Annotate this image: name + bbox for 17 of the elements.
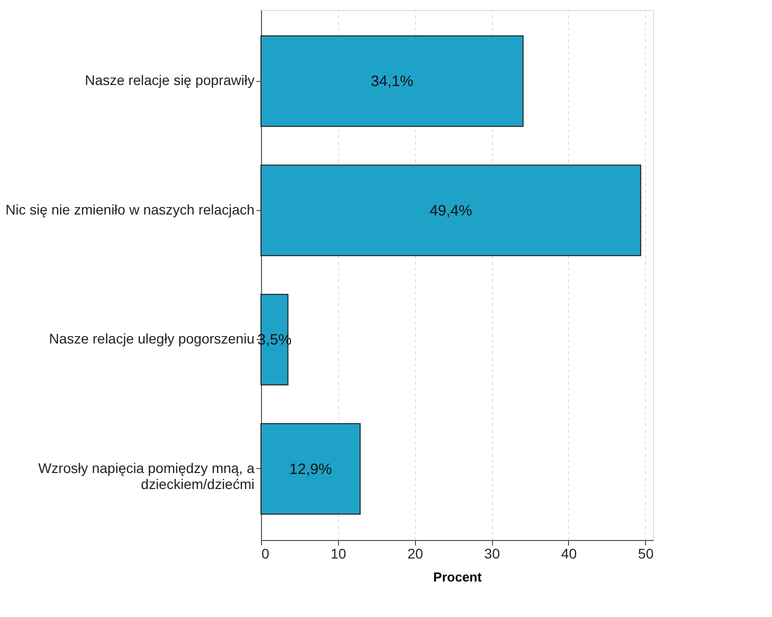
bar (260, 423, 361, 515)
y-tick-label: Wzrosły napięcia pomiędzy mną, a dzieckiem/dziećmi (38, 460, 255, 492)
data-label: 12,9% (289, 460, 332, 478)
x-tick-label: 0 (262, 546, 270, 562)
bar (260, 164, 642, 256)
y-tick-label: Nic się nie zmieniło w naszych relacjach (6, 201, 254, 218)
x-axis-title: Procent (433, 570, 482, 584)
x-tick-label: 10 (330, 546, 346, 562)
x-tick-label: 40 (561, 546, 577, 562)
data-label: 34,1% (370, 73, 414, 90)
x-tick-label: 20 (407, 546, 424, 562)
x-tick-label: 30 (484, 546, 500, 562)
bar (260, 35, 524, 127)
data-label: 49,4% (430, 202, 472, 220)
y-tick-label: Nasze relacje się poprawiły (84, 72, 254, 88)
y-tick-label: Nasze relacje uległy pogorszeniu (49, 330, 254, 347)
x-tick-label: 50 (638, 546, 654, 562)
